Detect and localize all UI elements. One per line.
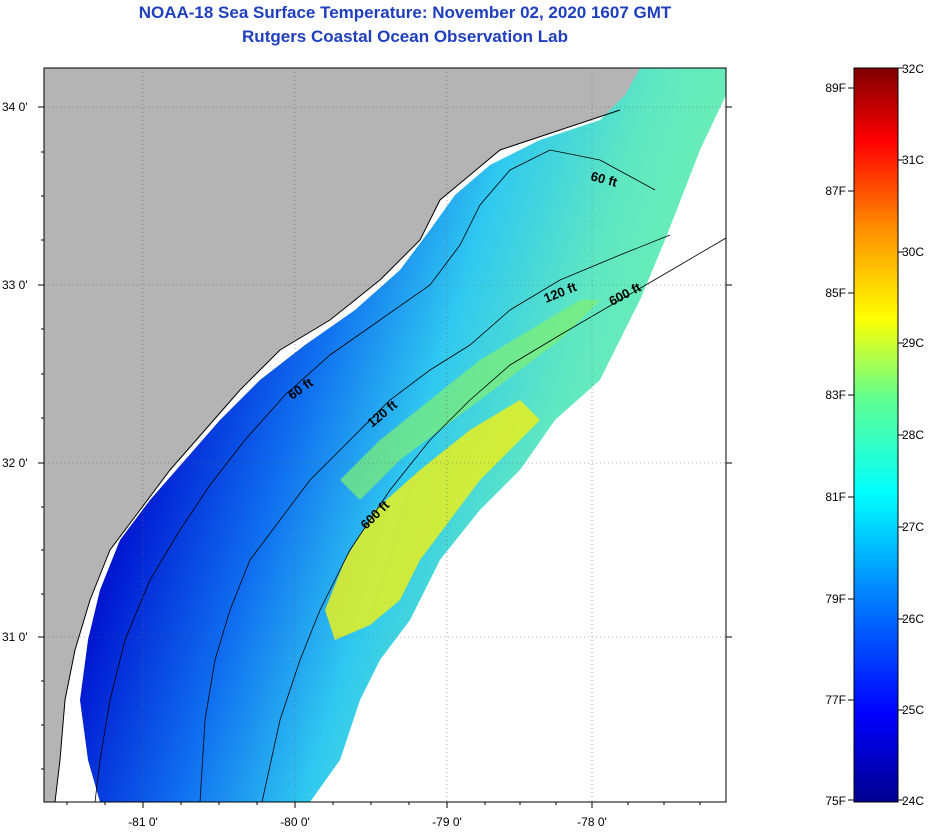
- lon-label: -78 0': [577, 815, 607, 829]
- map-area: [44, 68, 726, 802]
- contour-60ft: [94, 149, 656, 802]
- lat-label: 31 0': [2, 630, 28, 644]
- colorbar-ticks: [848, 67, 904, 801]
- map-title: NOAA-18 Sea Surface Temperature: Novembe…: [138, 3, 672, 22]
- contour-label: 60 ft: [589, 168, 619, 190]
- colorbar-c-label: 31C: [902, 153, 924, 167]
- lat-label: 33 0': [2, 278, 28, 292]
- colorbar-f-label: 89F: [825, 81, 846, 95]
- lon-label: -81 0': [128, 815, 158, 829]
- colorbar-c-label: 24C: [902, 794, 924, 808]
- graticule: [44, 68, 726, 802]
- colorbar-c-label: 32C: [902, 62, 924, 76]
- colorbar-c-label: 26C: [902, 612, 924, 626]
- colorbar-f-label: 81F: [825, 490, 846, 504]
- colorbar: [853, 67, 899, 803]
- colorbar-c-label: 30C: [902, 245, 924, 259]
- colorbar-c-label: 29C: [902, 336, 924, 350]
- lon-label: -79 0': [432, 815, 462, 829]
- axis-ticks: [38, 106, 732, 808]
- lat-label: 32 0': [2, 456, 28, 470]
- colorbar-f-label: 75F: [825, 794, 846, 808]
- cloud-gap: [380, 200, 726, 680]
- colorbar-c-label: 27C: [902, 520, 924, 534]
- colorbar-f-label: 77F: [825, 693, 846, 707]
- contour-600ft: [261, 237, 726, 802]
- contour-120ft: [199, 234, 671, 802]
- colorbar-c-label: 28C: [902, 428, 924, 442]
- colorbar-f-label: 85F: [825, 286, 846, 300]
- coastline: [54, 109, 621, 802]
- colorbar-f-label: 87F: [825, 184, 846, 198]
- colorbar-c-label: 25C: [902, 703, 924, 717]
- map-subtitle: Rutgers Coastal Ocean Observation Lab: [242, 27, 568, 46]
- colorbar-f-label: 83F: [825, 388, 846, 402]
- colorbar-f-label: 79F: [825, 592, 846, 606]
- map-frame: [43, 67, 727, 803]
- lat-label: 34 0': [2, 100, 28, 114]
- land: [44, 68, 640, 802]
- lon-label: -80 0': [280, 815, 310, 829]
- warm-water: [325, 400, 540, 640]
